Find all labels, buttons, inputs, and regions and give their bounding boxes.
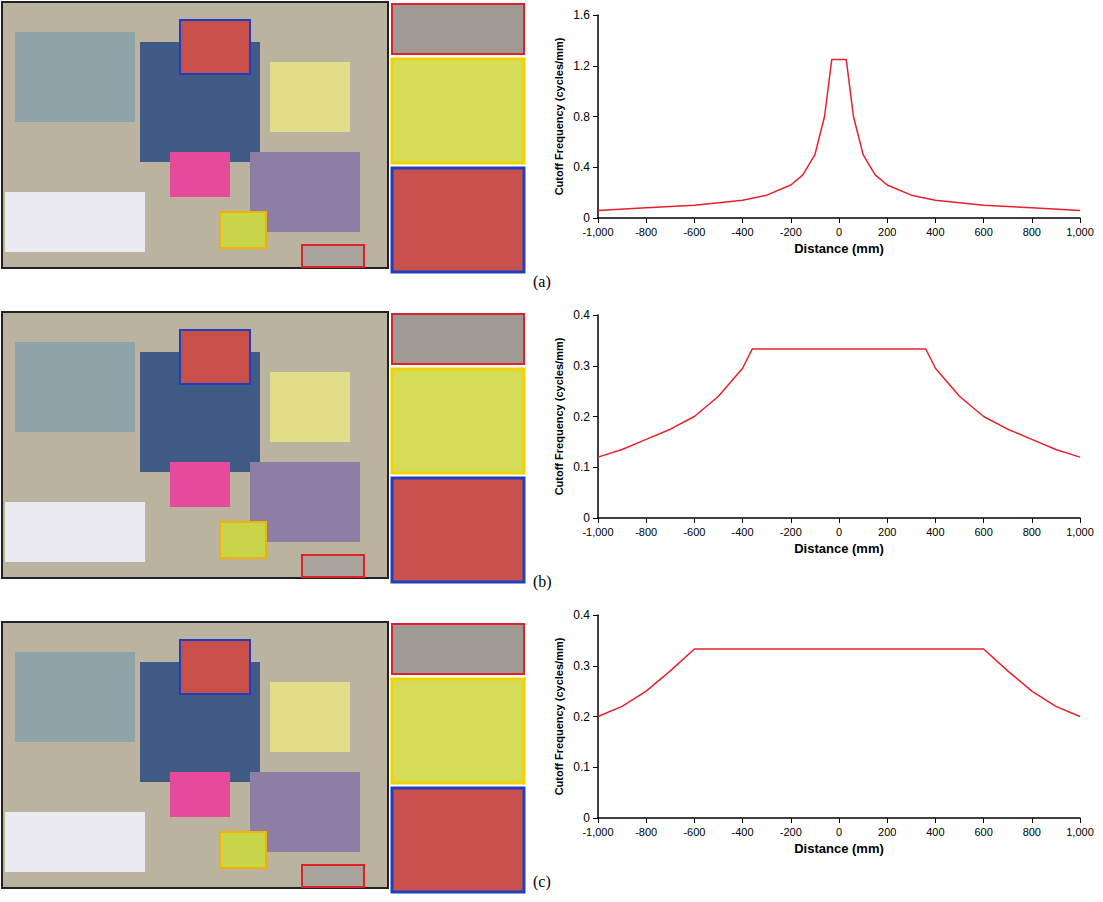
svg-text:Distance (mm): Distance (mm) <box>794 541 884 556</box>
svg-text:0: 0 <box>836 826 842 838</box>
svg-text:-800: -800 <box>635 226 657 238</box>
svg-text:600: 600 <box>974 526 992 538</box>
svg-text:-800: -800 <box>635 826 657 838</box>
svg-text:Distance (mm): Distance (mm) <box>794 241 884 256</box>
svg-text:1.6: 1.6 <box>573 8 590 22</box>
svg-text:0.4: 0.4 <box>573 608 590 622</box>
svg-text:-400: -400 <box>732 826 754 838</box>
svg-text:-400: -400 <box>732 526 754 538</box>
svg-text:-800: -800 <box>635 526 657 538</box>
svg-text:(c): (c) <box>533 873 551 891</box>
svg-text:400: 400 <box>926 526 944 538</box>
svg-text:400: 400 <box>926 826 944 838</box>
svg-text:0.4: 0.4 <box>573 160 590 174</box>
svg-text:-600: -600 <box>683 526 705 538</box>
svg-text:1,000: 1,000 <box>1066 526 1094 538</box>
svg-text:0: 0 <box>836 526 842 538</box>
svg-text:0.2: 0.2 <box>573 410 590 424</box>
svg-text:0.4: 0.4 <box>573 308 590 322</box>
svg-text:1,000: 1,000 <box>1066 826 1094 838</box>
svg-text:-200: -200 <box>780 826 802 838</box>
svg-text:Cutoff Frequency (cycles/mm): Cutoff Frequency (cycles/mm) <box>553 337 565 495</box>
svg-text:0.8: 0.8 <box>573 110 590 124</box>
svg-text:800: 800 <box>1023 826 1041 838</box>
svg-text:(a): (a) <box>533 273 551 291</box>
svg-text:800: 800 <box>1023 526 1041 538</box>
svg-text:0: 0 <box>583 511 590 525</box>
svg-text:200: 200 <box>878 526 896 538</box>
svg-text:-600: -600 <box>683 826 705 838</box>
svg-text:0.1: 0.1 <box>573 460 590 474</box>
svg-text:400: 400 <box>926 226 944 238</box>
svg-text:-1,000: -1,000 <box>582 826 613 838</box>
svg-text:0.2: 0.2 <box>573 710 590 724</box>
svg-text:1,000: 1,000 <box>1066 226 1094 238</box>
svg-text:-200: -200 <box>780 226 802 238</box>
svg-text:Cutoff Frequency (cycles/mm): Cutoff Frequency (cycles/mm) <box>553 37 565 195</box>
svg-text:-1,000: -1,000 <box>582 226 613 238</box>
svg-text:-200: -200 <box>780 526 802 538</box>
svg-text:600: 600 <box>974 226 992 238</box>
svg-text:600: 600 <box>974 826 992 838</box>
svg-text:200: 200 <box>878 226 896 238</box>
svg-text:-1,000: -1,000 <box>582 526 613 538</box>
svg-text:800: 800 <box>1023 226 1041 238</box>
svg-text:1.2: 1.2 <box>573 59 590 73</box>
svg-text:-600: -600 <box>683 226 705 238</box>
svg-text:(b): (b) <box>533 573 552 591</box>
svg-text:Distance (mm): Distance (mm) <box>794 841 884 856</box>
svg-text:0.3: 0.3 <box>573 359 590 373</box>
svg-text:Cutoff Frequency (cycles/mm): Cutoff Frequency (cycles/mm) <box>553 637 565 795</box>
svg-text:0: 0 <box>836 226 842 238</box>
svg-text:200: 200 <box>878 826 896 838</box>
svg-text:0.1: 0.1 <box>573 760 590 774</box>
svg-text:-400: -400 <box>732 226 754 238</box>
svg-text:0.3: 0.3 <box>573 659 590 673</box>
svg-text:0: 0 <box>583 211 590 225</box>
svg-text:0: 0 <box>583 811 590 825</box>
